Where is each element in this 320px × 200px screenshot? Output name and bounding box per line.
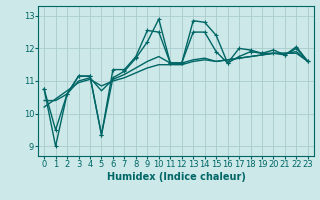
X-axis label: Humidex (Indice chaleur): Humidex (Indice chaleur) — [107, 172, 245, 182]
